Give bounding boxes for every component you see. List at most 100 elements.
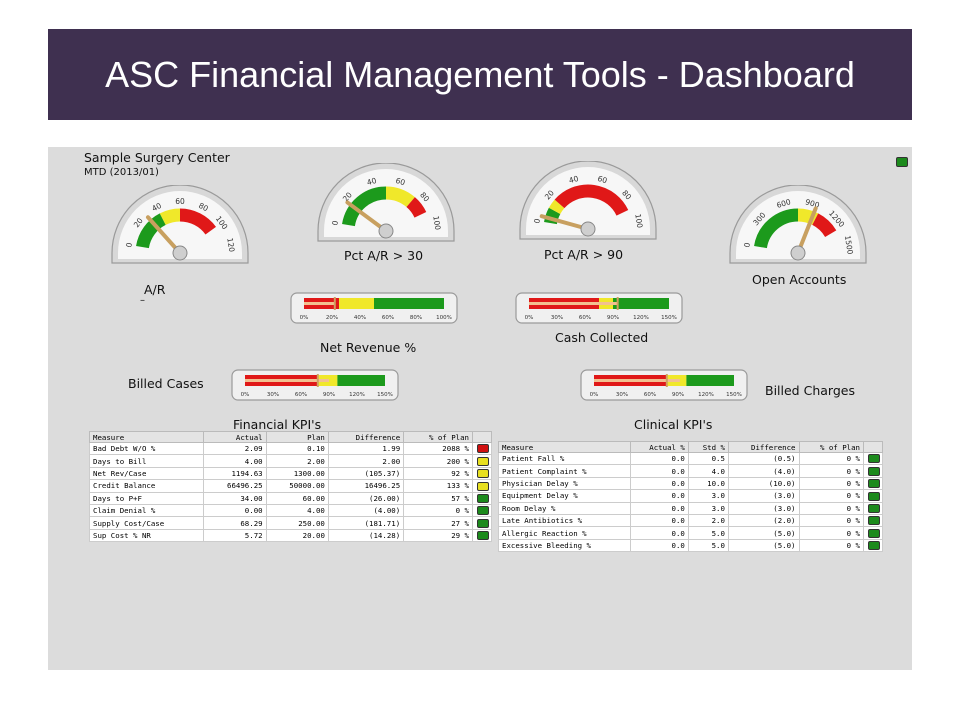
bar-zone-2 <box>686 375 734 386</box>
table-cell: 1300.00 <box>265 466 329 481</box>
gauge-zone-2 <box>554 184 629 216</box>
column-header: Difference <box>727 441 800 453</box>
status-cell <box>863 538 883 553</box>
table-cell: 5.0 <box>687 526 729 540</box>
column-header: Measure <box>88 431 205 443</box>
table-cell: 4.00 <box>203 454 267 468</box>
status-cell <box>863 451 883 466</box>
table-cell: 68.29 <box>203 516 267 530</box>
bar-tick-label: 40% <box>354 315 366 321</box>
gauge-needle <box>145 215 182 255</box>
bar-zone-1 <box>339 298 374 309</box>
status-cell <box>472 441 492 456</box>
table-cell: 2.00 <box>327 454 405 468</box>
table-cell: 57 % <box>403 491 473 505</box>
bar-net-revenue: 0% 20% 40% 60% 80% 100% <box>290 292 458 324</box>
bar-tick-label: 90% <box>323 392 335 398</box>
gauge-hub <box>580 221 596 237</box>
status-light-icon <box>477 531 489 541</box>
gauge-needle <box>345 200 388 233</box>
gauge-tick-label: 60 <box>175 197 185 206</box>
bar-tick-label: 90% <box>607 315 619 321</box>
bar-tick-label: 100% <box>436 315 452 321</box>
table-cell: Sup Cost % NR <box>88 528 205 543</box>
table-cell: 1.99 <box>327 441 405 456</box>
table-cell: 0.0 <box>629 538 689 553</box>
gauge-tick-label: 0 <box>742 242 752 248</box>
gauge-tick-label: 100 <box>633 213 644 229</box>
gauge-tick-label: 100 <box>431 215 442 231</box>
column-header: Actual <box>203 431 267 443</box>
gauge-tick-label: 80 <box>197 201 210 213</box>
column-header: Measure <box>498 441 631 453</box>
table-cell: 0.0 <box>629 476 689 491</box>
gauge-zone-0 <box>544 207 561 225</box>
bar-tick-label: 30% <box>267 392 279 398</box>
gauge-zone-0 <box>342 186 387 227</box>
bar-label-cash-collected: Cash Collected <box>555 330 649 345</box>
gauge-tick-label: 600 <box>775 197 791 210</box>
table-row: Equipment Delay % 0.0 3.0 (3.0) 0 % <box>498 489 883 503</box>
table-cell: 0.10 <box>265 441 329 456</box>
table-cell: 29 % <box>403 528 473 543</box>
column-header-status <box>863 441 883 453</box>
table-cell: 3.0 <box>687 489 729 503</box>
column-header-status <box>472 431 492 443</box>
gauge-tick-label: 0 <box>330 220 340 226</box>
table-cell: Credit Balance <box>88 479 205 493</box>
bar-tick-label: 20% <box>326 315 338 321</box>
bar-tick-label: 150% <box>377 392 393 398</box>
table-row: Allergic Reaction % 0.0 5.0 (5.0) 0 % <box>498 526 883 540</box>
table-cell: 66496.25 <box>203 479 267 493</box>
table-cell: (4.00) <box>327 503 405 518</box>
table-cell: Equipment Delay % <box>498 489 631 503</box>
gauge-tick-label: 1500 <box>843 235 855 255</box>
table-cell: Bad Debt W/O % <box>88 441 205 456</box>
bar-tick-label: 0% <box>241 392 250 398</box>
column-header: % of Plan <box>403 431 473 443</box>
bar-zone-2 <box>374 298 444 309</box>
table-row: Days to P+F 34.00 60.00 (26.00) 57 % <box>88 491 492 505</box>
gauge-zone-1 <box>797 208 819 226</box>
table-cell: 20.00 <box>265 528 329 543</box>
table-cell: Patient Complaint % <box>498 464 631 478</box>
table-cell: Days to Bill <box>88 454 205 468</box>
table-row: Physician Delay % 0.0 10.0 (10.0) 0 % <box>498 476 883 491</box>
table-cell: (2.0) <box>727 513 800 528</box>
status-cell <box>472 528 492 543</box>
status-cell <box>472 503 492 518</box>
column-header: Actual % <box>629 441 689 453</box>
bar-cash-collected: 0% 30% 60% 90% 120% 150% <box>515 292 683 324</box>
bar-tick-label: 0% <box>590 392 599 398</box>
gauge-tick-label: 0 <box>532 218 542 224</box>
bar-label-billed-charges: Billed Charges <box>765 383 855 398</box>
table-cell: (4.0) <box>727 464 800 478</box>
status-cell <box>472 454 492 468</box>
table-cell: (3.0) <box>727 489 800 503</box>
table-cell: 0.0 <box>629 501 689 515</box>
status-cell <box>472 479 492 493</box>
table-cell: Physician Delay % <box>498 476 631 491</box>
financial-kpis-title: Financial KPI's <box>233 417 322 432</box>
table-row: Patient Fall % 0.0 0.5 (0.5) 0 % <box>498 451 883 466</box>
status-cell <box>863 464 883 478</box>
column-header: Difference <box>327 431 405 443</box>
status-light-icon <box>477 456 489 466</box>
table-cell: (105.37) <box>327 466 405 481</box>
table-cell: (5.0) <box>727 526 800 540</box>
table-row: Late Antibiotics % 0.0 2.0 (2.0) 0 % <box>498 513 883 528</box>
status-light-icon <box>477 518 489 528</box>
table-cell: Supply Cost/Case <box>88 516 205 530</box>
status-indicator <box>896 157 908 167</box>
gauge-hub <box>378 223 394 239</box>
bar-label-net-revenue: Net Revenue % <box>320 340 417 355</box>
gauge-tick-label: 120 <box>225 237 236 253</box>
slide-title: ASC Financial Management Tools - Dashboa… <box>48 29 912 120</box>
gauge-zone-2 <box>179 208 216 235</box>
gauge-tick-label: 60 <box>597 174 609 185</box>
gauge-tick-label: 60 <box>395 176 407 187</box>
center-name: Sample Surgery Center <box>84 150 230 165</box>
table-header: Measure Actual % Std % Difference% of Plan <box>498 441 883 453</box>
table-cell: 0.00 <box>203 503 267 518</box>
